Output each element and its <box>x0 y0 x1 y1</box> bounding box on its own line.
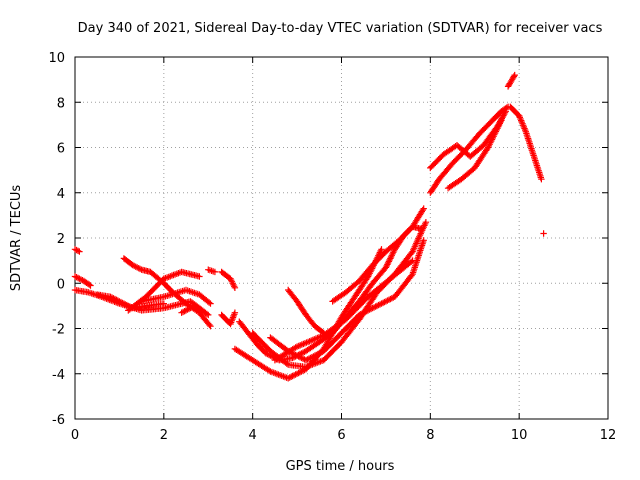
series-track-u <box>444 117 505 192</box>
series-track-h <box>178 302 205 316</box>
chart-title: Day 340 of 2021, Sidereal Day-to-day VTE… <box>78 21 603 36</box>
data-point-markers <box>540 230 547 237</box>
series-track-v <box>504 71 518 90</box>
grid <box>75 57 608 419</box>
y-tick-label: -6 <box>52 413 65 428</box>
data-point-markers <box>285 286 327 337</box>
y-tick-label: 8 <box>57 96 65 111</box>
series-track-r <box>329 205 427 305</box>
data-point-markers <box>271 257 416 364</box>
x-tick-label: 2 <box>160 428 168 443</box>
data-point-markers <box>138 286 214 307</box>
x-tick-label: 0 <box>71 428 79 443</box>
x-tick-label: 8 <box>426 428 434 443</box>
series-track-w <box>507 103 545 183</box>
series-track-p <box>271 257 416 364</box>
series-track-k <box>218 309 239 328</box>
series-track-g <box>138 286 214 307</box>
x-tick-label: 4 <box>249 428 257 443</box>
y-axis-label: SDTVAR / TECUs <box>9 185 24 292</box>
y-tick-label: 4 <box>57 187 65 202</box>
series-track-m <box>231 246 385 382</box>
x-tick-label: 10 <box>511 428 528 443</box>
y-tick-label: -4 <box>52 368 65 383</box>
x-tick-label: 6 <box>337 428 345 443</box>
data-point-markers <box>205 266 219 276</box>
data-point-markers <box>507 103 545 183</box>
series-track-q <box>285 286 327 337</box>
y-tick-label: 0 <box>57 277 65 292</box>
data-point-markers <box>231 246 385 382</box>
data-point-markers <box>329 205 427 305</box>
data-point-markers <box>71 246 83 255</box>
axis-ticks: 0 2 4 6 8 10 12 -6 -4 -2 0 2 4 6 8 10 <box>48 51 616 443</box>
x-tick-label: 12 <box>600 428 617 443</box>
data-point-markers <box>71 273 94 289</box>
data-point-markers <box>178 302 205 316</box>
y-tick-label: 2 <box>57 232 65 247</box>
series-track-x <box>540 230 547 237</box>
y-tick-label: 6 <box>57 142 65 157</box>
series-track-i <box>205 266 219 276</box>
series-track-j <box>218 268 239 291</box>
data-point-markers <box>444 117 505 192</box>
data-point-markers <box>218 309 239 328</box>
data-points <box>71 71 547 382</box>
y-tick-label: 10 <box>48 51 65 66</box>
data-point-markers <box>218 268 239 291</box>
data-point-markers <box>504 71 518 90</box>
y-tick-label: -2 <box>52 323 65 338</box>
series-track-a <box>71 246 83 255</box>
x-axis-label: GPS time / hours <box>286 459 395 474</box>
series-track-b <box>71 273 94 289</box>
